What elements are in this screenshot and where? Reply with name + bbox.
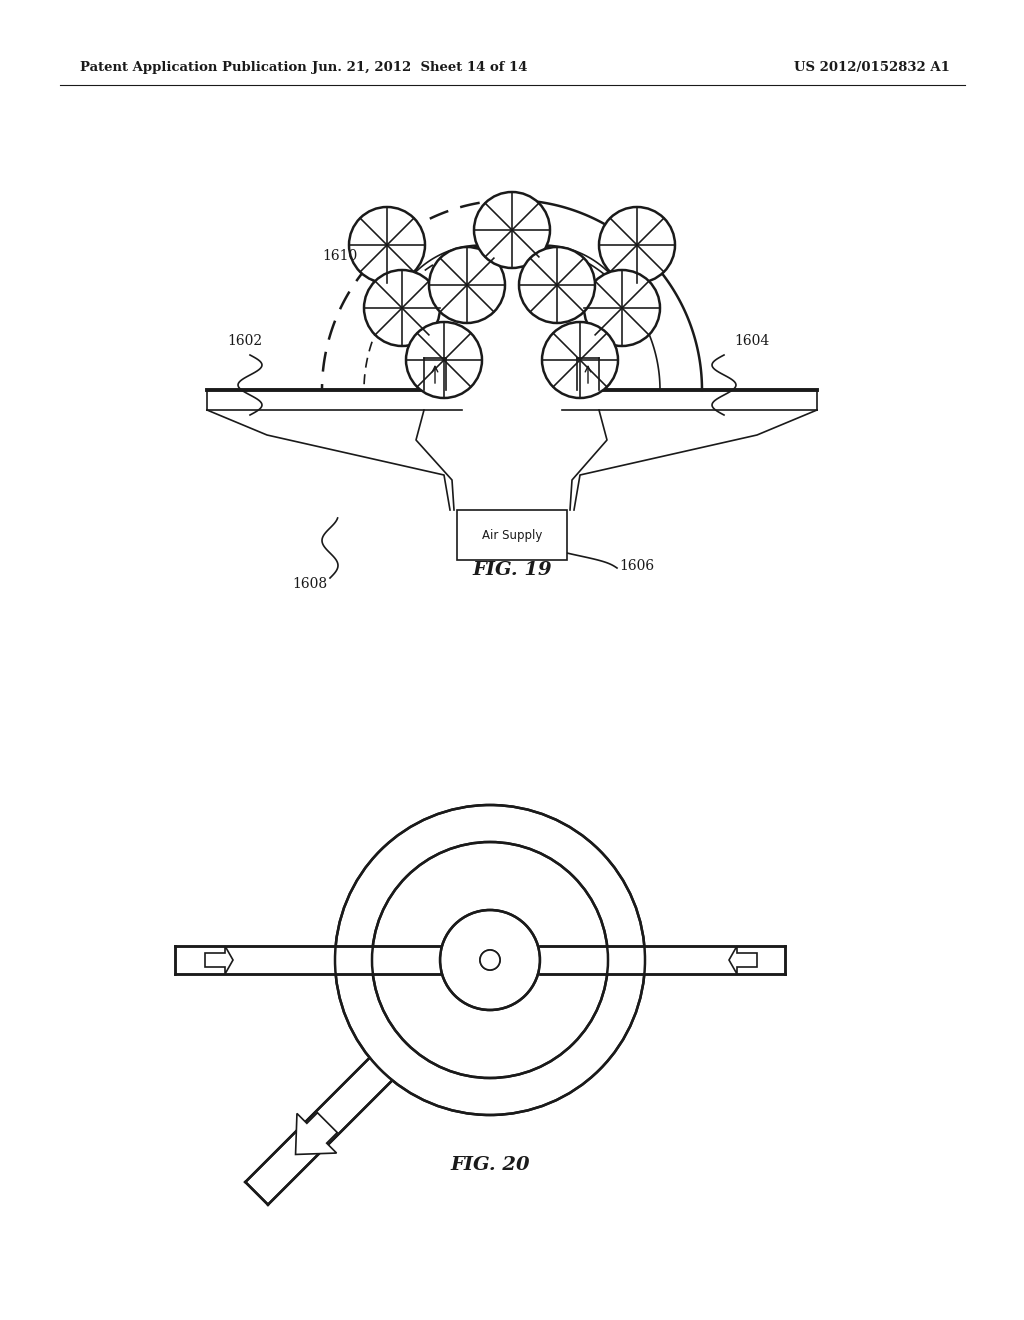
Circle shape [349, 207, 425, 282]
Bar [577, 358, 599, 389]
Bar [175, 946, 440, 974]
Text: US 2012/0152832 A1: US 2012/0152832 A1 [795, 62, 950, 74]
Circle shape [440, 909, 540, 1010]
Circle shape [519, 247, 595, 323]
Circle shape [406, 322, 482, 399]
Bar [424, 358, 446, 389]
Circle shape [335, 805, 645, 1115]
Circle shape [599, 207, 675, 282]
Text: Air Supply: Air Supply [482, 528, 542, 541]
Text: FIG. 20: FIG. 20 [451, 1156, 529, 1173]
Circle shape [364, 271, 440, 346]
Circle shape [480, 950, 500, 970]
Circle shape [480, 950, 500, 970]
Text: 1604: 1604 [734, 334, 769, 348]
Text: Patent Application Publication: Patent Application Publication [80, 62, 307, 74]
Text: 1608: 1608 [292, 577, 327, 591]
Polygon shape [729, 946, 757, 974]
Text: Jun. 21, 2012  Sheet 14 of 14: Jun. 21, 2012 Sheet 14 of 14 [312, 62, 527, 74]
Text: 1606: 1606 [618, 558, 654, 573]
Polygon shape [205, 946, 233, 974]
Bar [540, 946, 785, 974]
Circle shape [429, 247, 505, 323]
Text: FIG. 19: FIG. 19 [472, 561, 552, 579]
Text: 1610: 1610 [322, 249, 357, 263]
Text: 1602: 1602 [227, 334, 262, 348]
Circle shape [474, 191, 550, 268]
Circle shape [542, 322, 618, 399]
Circle shape [584, 271, 660, 346]
Circle shape [372, 842, 608, 1078]
Polygon shape [296, 1113, 337, 1155]
Bar [457, 510, 567, 560]
Polygon shape [246, 1059, 392, 1205]
